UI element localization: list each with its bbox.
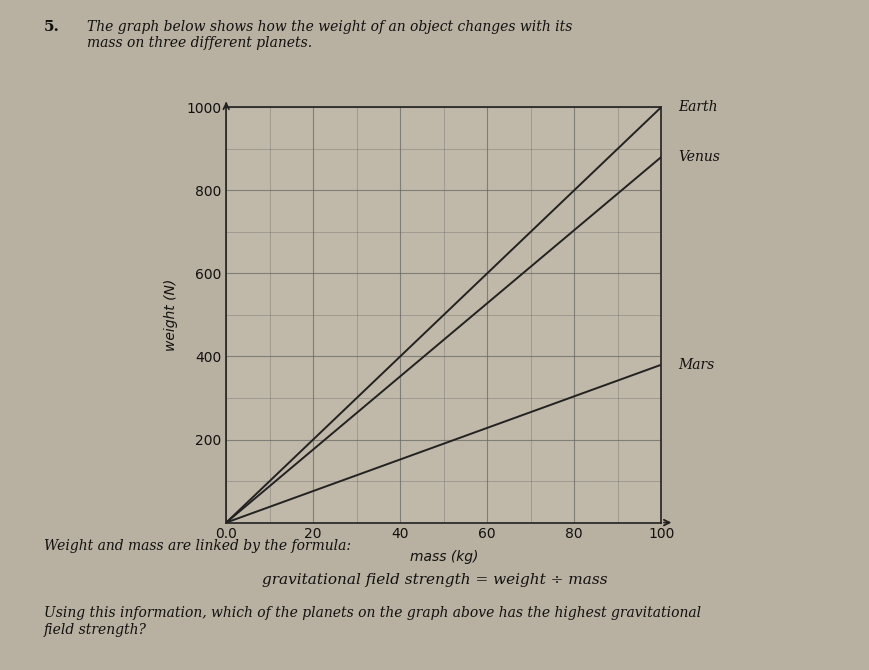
Text: gravitational field strength = weight ÷ mass: gravitational field strength = weight ÷ …	[262, 573, 607, 587]
Y-axis label: weight (N): weight (N)	[163, 279, 177, 351]
Text: Venus: Venus	[678, 150, 720, 164]
Text: Earth: Earth	[678, 100, 717, 114]
Text: Using this information, which of the planets on the graph above has the highest : Using this information, which of the pla…	[43, 606, 700, 636]
X-axis label: mass (kg): mass (kg)	[409, 550, 477, 563]
Text: The graph below shows how the weight of an object changes with its
mass on three: The graph below shows how the weight of …	[87, 20, 572, 50]
Text: Weight and mass are linked by the formula:: Weight and mass are linked by the formul…	[43, 539, 350, 553]
Text: 5.: 5.	[43, 20, 59, 34]
Text: Mars: Mars	[678, 358, 714, 372]
